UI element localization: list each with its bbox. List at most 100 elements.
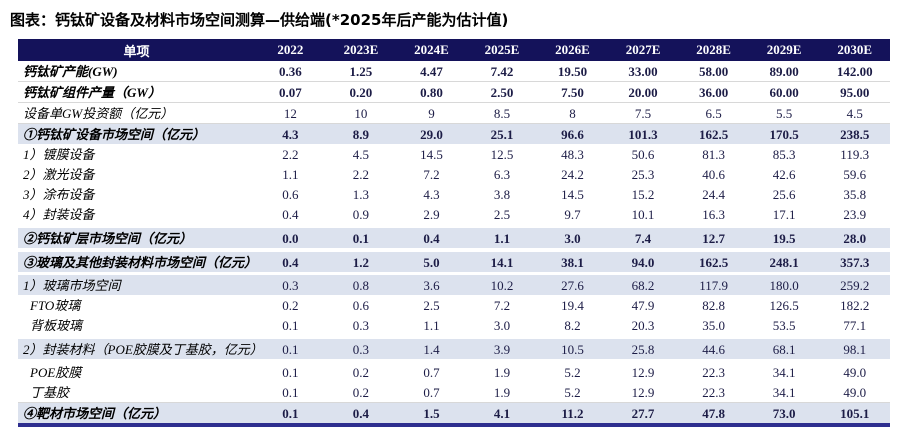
column-header-year: 2025E — [466, 39, 538, 61]
cell-value: 47.8 — [678, 402, 749, 425]
cell-value: 7.5 — [607, 102, 679, 124]
cell-value: 5.5 — [748, 102, 820, 124]
cell-value: 162.5 — [678, 248, 749, 275]
row-label: ④靶材市场空间（亿元） — [18, 402, 256, 425]
cell-value: 10.5 — [537, 335, 608, 362]
cell-value: 2.2 — [282, 146, 299, 162]
cell-value: 4.5 — [819, 102, 890, 124]
cell-value: 4.3 — [423, 186, 440, 202]
cell-value: 15.2 — [631, 186, 655, 202]
column-header-year: 2029E — [748, 39, 820, 61]
cell-value: 36.00 — [678, 81, 749, 103]
cell-value: 1.5 — [396, 402, 467, 425]
cell-value: 49.0 — [819, 382, 890, 403]
cell-value: 2.2 — [352, 166, 370, 182]
cell-value: 10.1 — [607, 204, 679, 227]
cell-value: 105.1 — [819, 402, 890, 425]
cell-value: 2.5 — [466, 204, 538, 227]
cell-value: 0.4 — [255, 248, 326, 275]
cell-value: 1.1 — [466, 224, 538, 252]
cell-value: 28.0 — [819, 224, 890, 252]
cell-value: 0.36 — [255, 61, 326, 82]
cell-value: 248.1 — [748, 248, 820, 275]
cell-value: 2.9 — [396, 204, 467, 227]
row-label: 2）激光设备 — [23, 166, 95, 182]
cell-value: 8.2 — [537, 315, 608, 338]
cell-value: 17.1 — [748, 204, 820, 227]
cell-value: 2.50 — [466, 81, 538, 103]
cell-value: 14.5 — [420, 146, 443, 162]
cell-value: 259.2 — [819, 273, 890, 295]
table-row: 2）封装材料（POE胶膜及丁基胶，亿元） 0.1 0.3 1.4 3.9 10.5 25.8… — [18, 335, 890, 362]
cell-value: 73.0 — [748, 402, 820, 425]
cell-value: 1.2 — [325, 248, 397, 275]
cell-value: 10.2 — [466, 273, 538, 295]
cell-value: 0.80 — [396, 81, 467, 103]
cell-value: 180.0 — [748, 273, 820, 295]
row-label: 设备单GW投资额（亿元） — [18, 102, 256, 124]
cell-value: 1.9 — [493, 364, 511, 380]
cell-value: 0.07 — [255, 81, 326, 103]
cell-value: 7.2 — [423, 166, 440, 182]
cell-value: 11.2 — [537, 402, 608, 425]
cell-value: 60.00 — [748, 81, 820, 103]
cell-value: 34.1 — [772, 364, 796, 380]
cell-value: 0.4 — [396, 224, 467, 252]
cell-value: 8.5 — [466, 102, 538, 124]
cell-value: 16.3 — [678, 204, 749, 227]
table-header-row: 单项 2022 2023E 2024E 2025E 2026E 2027E 2028E 2029… — [18, 39, 890, 61]
cell-value: 34.1 — [748, 382, 820, 403]
cell-value: 47.9 — [631, 297, 655, 313]
cell-value: 238.5 — [819, 123, 890, 144]
column-header-year: 2023E — [325, 39, 397, 61]
cell-value: 119.3 — [840, 146, 870, 162]
row-label: ②钙钛矿层市场空间（亿元） — [18, 224, 256, 252]
table-row: 4）封装设备 0.4 0.9 2.9 2.5 9.7 10.1 16.3 17.1 23.9 — [18, 204, 890, 227]
figure-title: 图表：钙钛矿设备及材料市场空间测算—供给端(*2025年后产能为估计值) — [10, 11, 509, 29]
cell-value: 68.1 — [748, 335, 820, 362]
cell-value: 81.3 — [702, 146, 725, 162]
cell-value: 3.0 — [537, 224, 608, 252]
cell-value: 7.50 — [537, 81, 608, 103]
cell-value: 1.9 — [466, 382, 538, 403]
cell-value: 5.2 — [564, 364, 581, 380]
table-row: ②钙钛矿层市场空间（亿元） 0.0 0.1 0.4 1.1 3.0 7.4 12.7 19.5 2… — [18, 224, 890, 252]
column-header-year: 2028E — [678, 39, 749, 61]
cell-value: 0.3 — [325, 335, 397, 362]
cell-value: 142.00 — [819, 61, 890, 82]
table-row: 丁基胶 0.1 0.2 0.7 1.9 5.2 12.9 22.3 34.1 49.0 — [18, 382, 890, 403]
cell-value: 94.0 — [607, 248, 679, 275]
cell-value: 0.9 — [325, 204, 397, 227]
row-label: 1）玻璃市场空间 — [18, 273, 256, 295]
cell-value: 22.3 — [678, 382, 749, 403]
table-body: 钙钛矿产能(GW) 0.36 1.25 4.47 7.42 19.50 33.00 58.00… — [18, 61, 890, 425]
cell-value: 68.2 — [607, 273, 679, 295]
column-header-year: 2027E — [607, 39, 679, 61]
cell-value: 12 — [255, 102, 326, 124]
cell-value: 25.6 — [772, 186, 796, 202]
cell-value: 0.1 — [255, 382, 326, 403]
cell-value: 0.6 — [352, 297, 370, 313]
cell-value: 96.6 — [537, 123, 608, 144]
cell-value: 24.4 — [702, 186, 725, 202]
cell-value: 42.6 — [772, 166, 796, 182]
row-label: 丁基胶 — [18, 382, 256, 403]
cell-value: 12.9 — [631, 364, 655, 380]
cell-value: 0.1 — [325, 224, 397, 252]
cell-value: 4.1 — [466, 402, 538, 425]
column-header-year: 2024E — [396, 39, 467, 61]
cell-value: 19.5 — [748, 224, 820, 252]
column-header-item: 单项 — [18, 39, 256, 61]
cell-value: 85.3 — [772, 146, 796, 162]
cell-value: 0.1 — [255, 335, 326, 362]
table-row: 3）涂布设备 0.6 1.3 4.3 3.8 14.5 15.2 24.4 25.6 35.8 — [18, 184, 890, 204]
cell-value: 27.6 — [537, 273, 608, 295]
cell-value: 8 — [537, 102, 608, 124]
cell-value: 162.5 — [678, 123, 749, 144]
cell-value: 0.4 — [325, 402, 397, 425]
cell-value: 0.8 — [325, 273, 397, 295]
cell-value: 4.47 — [396, 61, 467, 82]
cell-value: 14.1 — [466, 248, 538, 275]
cell-value: 7.2 — [493, 297, 511, 313]
column-header-year: 2030E — [819, 39, 890, 61]
